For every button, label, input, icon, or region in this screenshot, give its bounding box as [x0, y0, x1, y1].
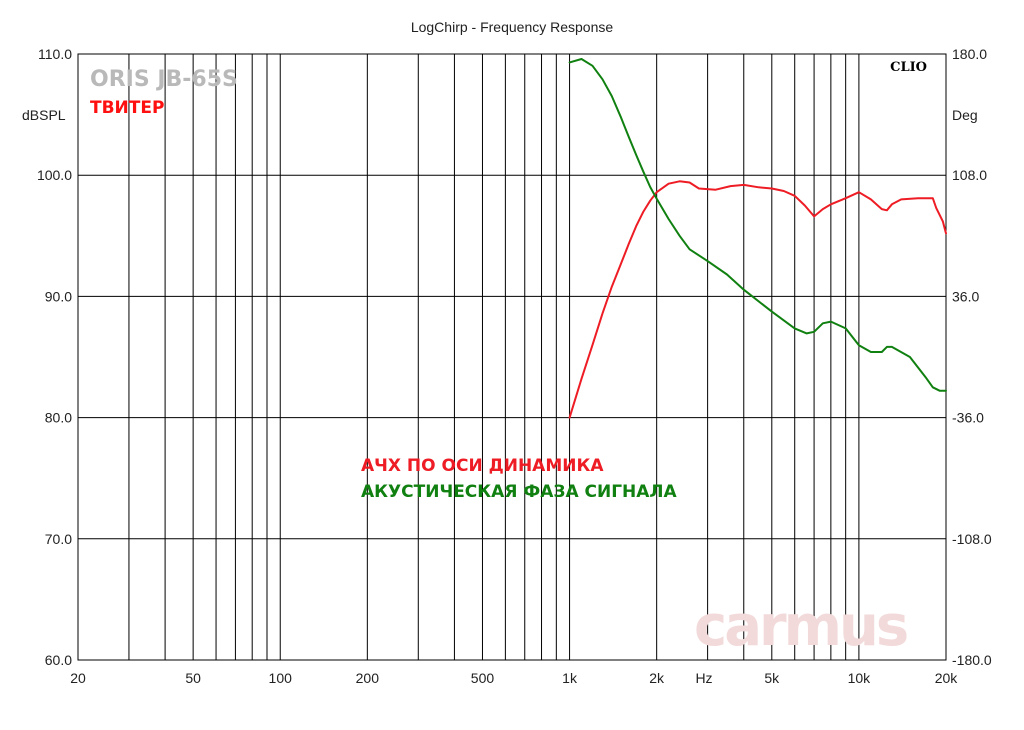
- y-left-tick-label: 70.0: [45, 531, 72, 547]
- x-tick-label: 200: [356, 670, 380, 686]
- series-line-spl: [568, 180, 947, 419]
- plot-frame: [77, 53, 947, 661]
- x-tick-label: 20k: [935, 670, 959, 686]
- annotation-spl: АЧХ ПО ОСИ ДИНАМИКА: [361, 456, 604, 476]
- x-tick-label: 50: [185, 670, 201, 686]
- grid-lines: [78, 54, 946, 660]
- tick-labels: 20 50 100 200 500 1k 2k 5k 10k 20k 60.0 70.0 80.0 90.…: [37, 46, 992, 686]
- clio-logo: CLIO: [890, 60, 927, 75]
- y-left-tick-label: 60.0: [45, 652, 72, 668]
- y-right-tick-label: -36.0: [952, 410, 984, 426]
- y-right-tick-label: -180.0: [952, 652, 992, 668]
- y-right-tick-label: 108.0: [952, 167, 987, 183]
- subtitle-label: ТВИТЕР: [90, 98, 164, 118]
- y-left-tick-label: 110.0: [38, 46, 72, 62]
- x-tick-label: 2k: [649, 670, 665, 686]
- y-left-tick-label: 80.0: [45, 410, 72, 426]
- x-tick-label: 20: [70, 670, 86, 686]
- y-right-unit-label: Deg: [952, 107, 978, 123]
- y-right-tick-label: 180.0: [952, 46, 987, 62]
- y-right-tick-label: -108.0: [952, 531, 992, 547]
- x-tick-label: 100: [269, 670, 293, 686]
- y-left-tick-label: 90.0: [45, 288, 72, 304]
- brand-label: ORIS JB-65S: [90, 67, 238, 92]
- x-tick-label: 10k: [848, 670, 872, 686]
- x-tick-label: 500: [471, 670, 495, 686]
- x-unit-label: Hz: [695, 670, 712, 686]
- series-line-phase: [568, 58, 947, 392]
- x-tick-label: 1k: [562, 670, 578, 686]
- series-layer: [568, 58, 947, 419]
- y-left-unit-label: dBSPL: [22, 107, 66, 123]
- annotation-phase: АКУСТИЧЕСКАЯ ФАЗА СИГНАЛА: [361, 482, 678, 502]
- chart-title: LogChirp - Frequency Response: [411, 19, 614, 35]
- y-left-tick-label: 100.0: [37, 167, 72, 183]
- watermark-logo: carmus: [694, 594, 907, 659]
- y-right-tick-label: 36.0: [952, 288, 979, 304]
- x-tick-label: 5k: [764, 670, 780, 686]
